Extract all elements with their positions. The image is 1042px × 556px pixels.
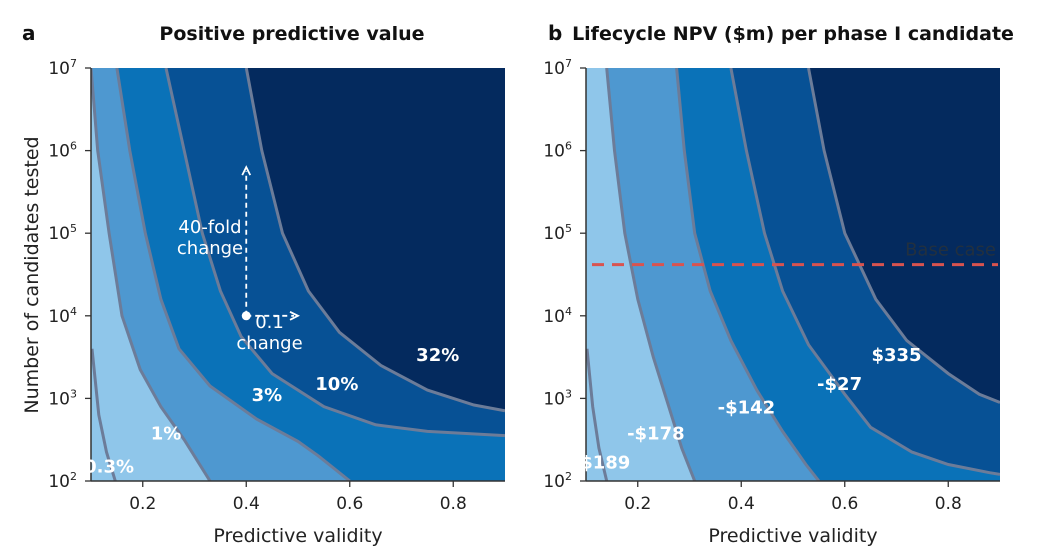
y-tick-label-b-4: 106 <box>543 140 572 162</box>
panel-a-title: Positive predictive value <box>159 23 424 45</box>
y-tick-label-a-4: 106 <box>48 140 77 162</box>
base-case-label: Base case <box>905 240 996 261</box>
y-tick-label-b-0: 102 <box>543 470 572 492</box>
vertical-arrow-head <box>241 165 252 176</box>
contour-line-5-a <box>244 68 505 413</box>
contour-regions-a <box>91 68 505 481</box>
panel-a-y-axis-label: Number of candidates tested <box>21 136 43 413</box>
contour-line-2-a <box>91 68 212 481</box>
region-label-a-1: 1% <box>151 424 182 445</box>
region-label-a-0: 0.3% <box>84 457 134 478</box>
contour-line-3-a <box>115 68 351 481</box>
contour-line-1-b <box>586 348 609 481</box>
region-5-b <box>808 68 1000 403</box>
contour-line-3-b <box>675 68 821 481</box>
panel-b-x-axis-label: Predictive validity <box>708 525 877 547</box>
y-tick-label-a-2: 104 <box>48 305 77 327</box>
x-tick-label-b-3: 0.8 <box>935 494 962 514</box>
x-tick-label-b-2: 0.6 <box>831 494 858 514</box>
region-label-b-4: $335 <box>871 345 921 366</box>
x-tick-label-a-3: 0.8 <box>440 494 467 514</box>
contour-line-4-a <box>164 68 505 438</box>
contour-regions-b <box>586 68 1000 481</box>
y-tick-label-a-3: 105 <box>48 222 77 244</box>
region-label-b-1: -$178 <box>627 424 685 445</box>
y-tick-label-b-2: 104 <box>543 305 572 327</box>
annotation-dot <box>241 311 251 321</box>
x-tick-label-a-0: 0.2 <box>129 494 156 514</box>
vertical-change-label: 40-fold change <box>177 217 243 259</box>
plot-area-b: 0.2 0.4 0.6 0.8 102 103 104 105 106 107 -$189 -$178… <box>543 57 1000 514</box>
contour-line-2-b <box>605 68 697 481</box>
horizontal-arrow-head <box>289 310 301 321</box>
plot-area-a: 0.2 0.4 0.6 0.8 102 103 104 105 106 107 0.3% 1% 3% 10… <box>48 57 505 514</box>
x-tick-label-b-0: 0.2 <box>624 494 651 514</box>
panel-letter-b: b <box>548 21 562 45</box>
region-label-a-4: 32% <box>416 345 459 366</box>
panel-a-x-axis-label: Predictive validity <box>213 525 382 547</box>
x-tick-label-a-1: 0.4 <box>233 494 260 514</box>
y-tick-label-b-3: 105 <box>543 222 572 244</box>
region-label-b-0: -$189 <box>573 453 631 474</box>
panel-a: a Positive predictive value 0.2 0.4 0.6 0.8… <box>21 21 505 547</box>
y-tick-label-b-5: 107 <box>543 57 572 79</box>
panel-b-title: Lifecycle NPV ($m) per phase I candidate <box>572 23 1014 45</box>
y-tick-label-b-1: 103 <box>543 387 572 409</box>
y-tick-label-a-0: 102 <box>48 470 77 492</box>
region-5-a <box>246 68 505 411</box>
horizontal-change-label: 0.1 change <box>236 312 302 354</box>
x-tick-label-a-2: 0.6 <box>336 494 363 514</box>
y-tick-label-a-5: 107 <box>48 57 77 79</box>
region-label-b-3: -$27 <box>817 374 862 395</box>
x-tick-label-b-1: 0.4 <box>728 494 755 514</box>
contour-line-4-b <box>729 68 1000 476</box>
contour-line-1-a <box>91 348 117 481</box>
y-tick-label-a-1: 103 <box>48 387 77 409</box>
region-label-a-2: 3% <box>252 385 283 406</box>
contour-line-5-b <box>807 68 1000 404</box>
panel-b: b Lifecycle NPV ($m) per phase I candida… <box>543 21 1014 547</box>
region-label-a-3: 10% <box>315 374 358 395</box>
panel-letter-a: a <box>22 21 36 45</box>
region-label-b-2: -$142 <box>718 397 776 418</box>
